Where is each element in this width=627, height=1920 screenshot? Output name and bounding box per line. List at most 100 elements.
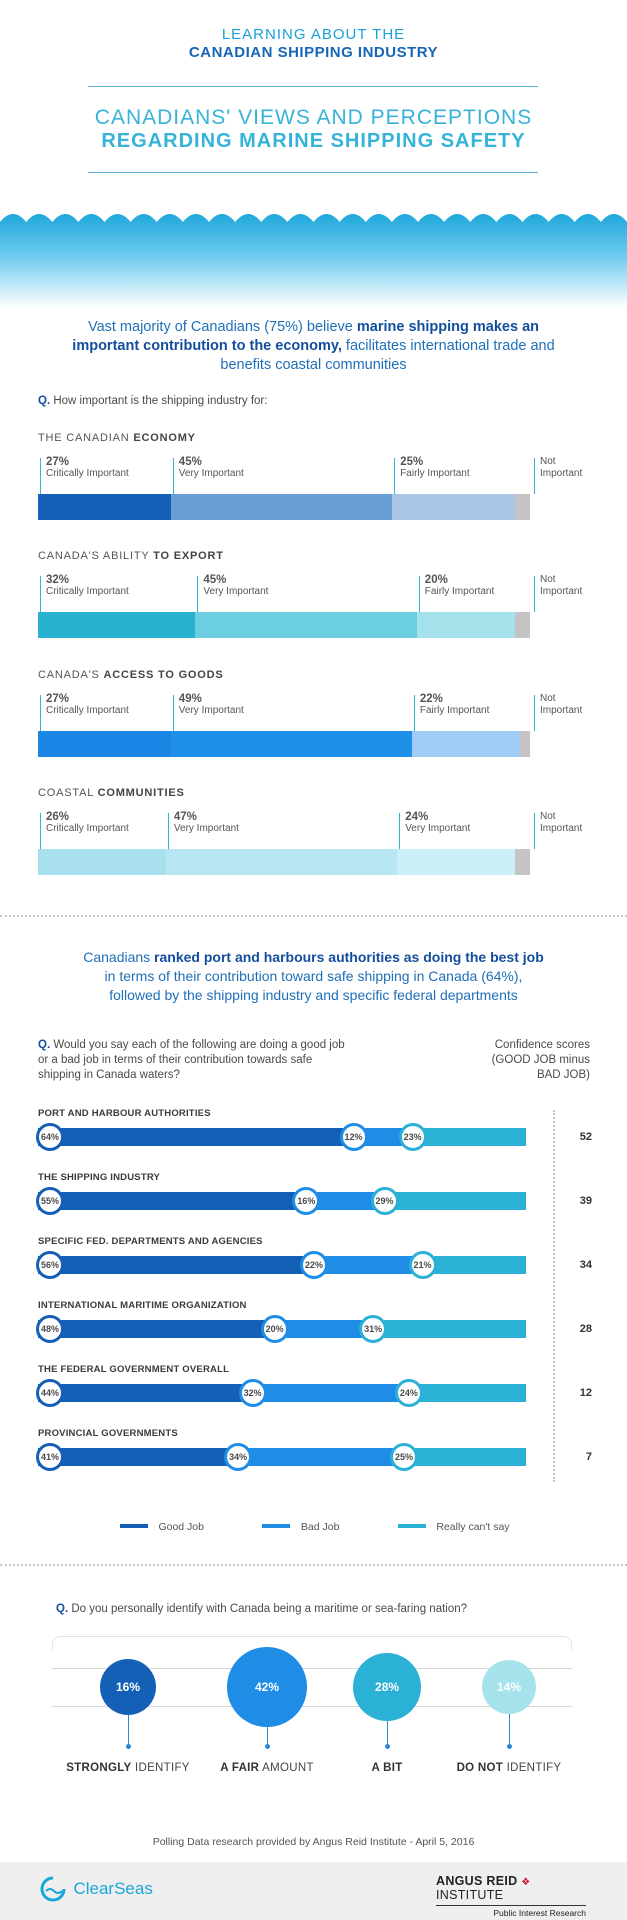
bar-cant	[384, 1192, 526, 1210]
segment-label: 49% Very Important	[179, 693, 269, 717]
segment-percent: 27%	[46, 693, 70, 705]
segment-label: 25% Fairly Important	[400, 456, 490, 480]
section-title-bold: COMMUNITIES	[97, 787, 185, 799]
segment-percent: 26%	[46, 811, 70, 823]
label-tick	[413, 695, 415, 731]
segment-name: Not Important	[540, 456, 583, 479]
angus-reid-sub: Public Interest Research	[436, 1905, 586, 1918]
segment-name: Very Important	[173, 823, 239, 834]
segment-label: 27% Critically Important	[46, 456, 136, 480]
identify-circle: 16%	[99, 1658, 157, 1716]
label-tick	[534, 695, 535, 731]
segment-name: Fairly Important	[419, 705, 490, 716]
page-title-line2: REGARDING MARINE SHIPPING SAFETY	[101, 130, 526, 152]
segment-name: Not Important	[540, 811, 583, 834]
bar-segment	[38, 731, 171, 757]
segment-label: Not Important	[540, 574, 627, 598]
bar-good	[38, 1320, 275, 1338]
circle-stem	[128, 1715, 129, 1746]
clearseas-icon	[40, 1876, 66, 1902]
segment-name: Critically Important	[46, 586, 129, 597]
segment-name: Critically Important	[46, 823, 129, 834]
confidence-score: 34	[579, 1259, 592, 1271]
row-label: THE SHIPPING INDUSTRY	[38, 1172, 161, 1183]
value-bubble: 29%	[370, 1187, 399, 1215]
bar-bad	[238, 1448, 404, 1466]
waves-graphic	[0, 214, 627, 308]
row-label: PORT AND HARBOUR AUTHORITIES	[38, 1108, 211, 1119]
identify-label-bold: STRONGLY	[66, 1762, 132, 1774]
value-bubble: 48%	[36, 1315, 64, 1343]
angus-reid-thin: INSTITUTE	[436, 1888, 504, 1902]
question-text: Would you say each of the following are …	[38, 1039, 345, 1081]
section-title: CANADA'S ABILITY TO EXPORT	[38, 550, 224, 562]
angus-reid-bold: ANGUS REID	[436, 1874, 518, 1888]
maple-leaf-icon: ❖	[521, 1877, 531, 1888]
bar-bad	[306, 1192, 385, 1210]
question-prefix: Q.	[56, 1603, 69, 1615]
page-title-line1: CANADIANS' VIEWS AND PERCEPTIONS	[94, 106, 533, 129]
segment-label: 20% Fairly Important	[425, 574, 515, 598]
value-bubble: 64%	[36, 1123, 64, 1151]
section2-intro: Canadians ranked port and harbours autho…	[40, 948, 587, 1005]
s2-line3: followed by the shipping industry and sp…	[109, 987, 518, 1003]
question-prefix: Q.	[38, 1039, 51, 1051]
label-tick	[394, 458, 396, 494]
bar-segment	[165, 849, 398, 875]
legend-swatch-cant	[397, 1523, 426, 1528]
question-prefix: Q.	[38, 395, 51, 407]
value-bubble: 44%	[36, 1379, 64, 1407]
label-tick	[40, 576, 41, 612]
segment-name: Not Important	[540, 693, 583, 716]
bar-cant	[412, 1128, 526, 1146]
identify-label-bold: A BIT	[371, 1762, 403, 1774]
value-bubble: 20%	[260, 1315, 289, 1343]
bar-cant	[422, 1256, 526, 1274]
footer-band	[0, 1862, 627, 1920]
segment-name: Very Important	[203, 586, 269, 597]
label-tick	[418, 576, 420, 612]
legend-bad: Bad Job	[300, 1521, 340, 1533]
identify-circle: 42%	[227, 1647, 307, 1727]
label-tick	[167, 813, 169, 849]
value-bubble: 16%	[292, 1187, 321, 1215]
label-tick	[197, 576, 199, 612]
value-bubble: 41%	[36, 1443, 64, 1471]
bar-cant	[404, 1448, 526, 1466]
segment-percent: 20%	[424, 574, 448, 586]
value-bubble: 56%	[36, 1251, 64, 1279]
label-tick	[534, 576, 535, 612]
segment-label: 24% Very Important	[405, 811, 495, 835]
bar-segment	[416, 612, 516, 638]
section-title-bold: ECONOMY	[133, 432, 196, 444]
value-bubble: 31%	[359, 1315, 388, 1343]
header-line1: LEARNING ABOUT THE	[221, 26, 406, 43]
legend-good: Good Job	[158, 1521, 204, 1533]
segment-percent: 22%	[419, 693, 443, 705]
clearseas-logo: ClearSeas	[40, 1876, 153, 1902]
section-title: COASTAL COMMUNITIES	[38, 787, 185, 799]
segment-name: Critically Important	[46, 468, 129, 479]
panel-line	[52, 1706, 572, 1707]
bar-bad	[274, 1320, 374, 1338]
bar-bad	[314, 1256, 423, 1274]
identify-label: STRONGLY IDENTIFY	[58, 1762, 198, 1774]
value-bubble: 22%	[300, 1251, 328, 1279]
segment-label: 45% Very Important	[179, 456, 269, 480]
label-tick	[172, 458, 174, 494]
s2-line1-bold: ranked port and harbours authorities as …	[154, 949, 544, 965]
identify-label-bold: A FAIR	[220, 1762, 260, 1774]
section-title-pre: THE CANADIAN	[38, 432, 134, 444]
stem-dot	[507, 1744, 512, 1749]
question-text: How important is the shipping industry f…	[50, 395, 268, 407]
identify-label-rest: IDENTIFY	[131, 1762, 190, 1774]
section-title: CANADA'S ACCESS TO GOODS	[38, 669, 224, 681]
section-title-pre: CANADA'S	[38, 669, 104, 681]
confidence-score: 39	[579, 1195, 592, 1207]
angus-reid-logo: ANGUS REID ❖ INSTITUTE Public Interest R…	[436, 1874, 586, 1918]
row-label: SPECIFIC FED. DEPARTMENTS AND AGENCIES	[38, 1236, 263, 1247]
panel-top	[52, 1636, 572, 1650]
bar-cant	[373, 1320, 526, 1338]
section-title-pre: COASTAL	[38, 787, 98, 799]
bar-segment	[520, 731, 530, 757]
